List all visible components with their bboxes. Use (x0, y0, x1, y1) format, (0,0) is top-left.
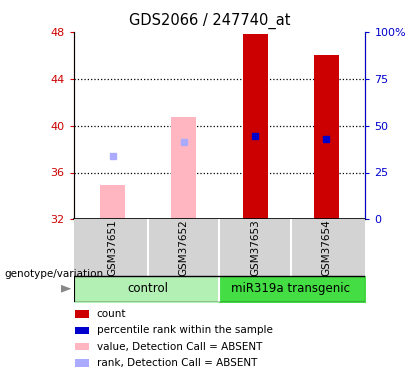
Text: GSM37652: GSM37652 (179, 219, 189, 276)
Text: GSM37651: GSM37651 (108, 219, 118, 276)
Bar (75, 310, 89, 318)
Text: percentile rank within the sample: percentile rank within the sample (97, 325, 273, 335)
Text: GSM37653: GSM37653 (250, 219, 260, 276)
Bar (314, 56, 339, 219)
Bar (75, 359, 89, 367)
Bar (243, 34, 268, 219)
Text: control: control (128, 282, 169, 295)
Text: genotype/variation: genotype/variation (4, 269, 103, 279)
Bar (75, 327, 89, 334)
Bar (100, 185, 125, 219)
Text: value, Detection Call = ABSENT: value, Detection Call = ABSENT (97, 342, 262, 352)
Text: rank, Detection Call = ABSENT: rank, Detection Call = ABSENT (97, 358, 257, 368)
Text: count: count (97, 309, 126, 319)
Polygon shape (61, 285, 71, 292)
Text: miR319a transgenic: miR319a transgenic (231, 282, 350, 295)
Bar (75, 343, 89, 350)
Text: GSM37654: GSM37654 (321, 219, 331, 276)
Text: GDS2066 / 247740_at: GDS2066 / 247740_at (129, 13, 291, 29)
Bar (171, 117, 196, 219)
